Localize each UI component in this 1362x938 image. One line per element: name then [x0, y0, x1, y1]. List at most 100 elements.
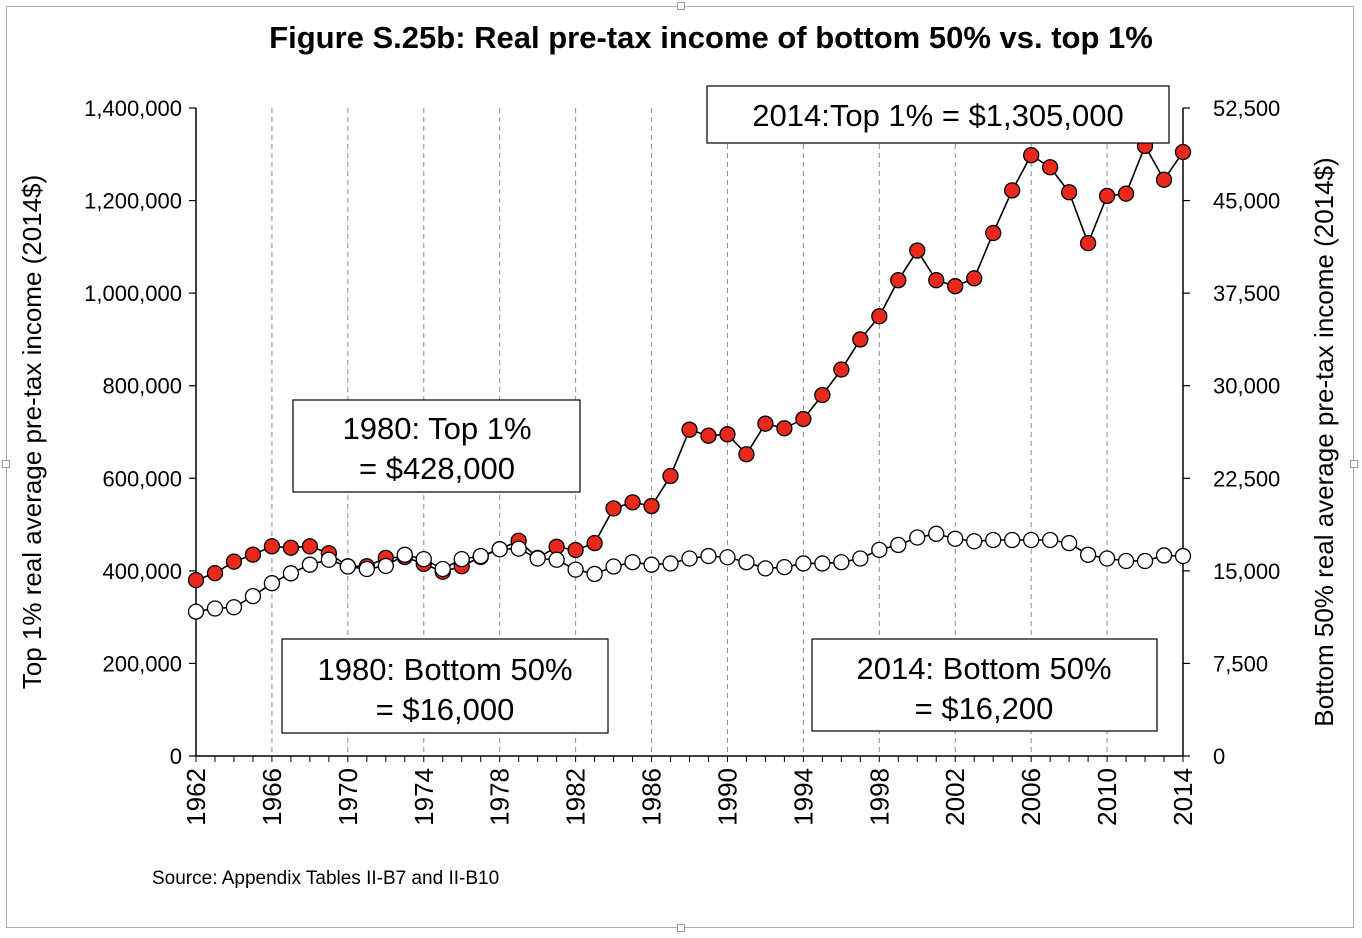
bottom50-point	[510, 540, 527, 557]
top1-point	[814, 386, 831, 404]
bottom50-point	[244, 588, 262, 605]
left-axis-label: Top 1% real average pre-tax income (2014…	[17, 175, 47, 690]
chart-title: Figure S.25b: Real pre-tax income of bot…	[269, 20, 1153, 55]
top1-point	[1023, 147, 1040, 164]
bottom50-point	[795, 555, 812, 572]
bottom50-point	[415, 550, 432, 568]
left-tick-label: 1,200,000	[84, 189, 182, 214]
x-tick-label: 2014	[1168, 768, 1198, 826]
right-tick-label: 0	[1213, 744, 1225, 769]
x-tick-label: 1970	[333, 768, 363, 826]
x-tick-label: 1966	[257, 768, 287, 826]
bottom50-point	[605, 558, 622, 575]
right-tick-label: 37,500	[1213, 281, 1280, 306]
bottom50-point	[1098, 550, 1116, 567]
bottom50-point	[586, 565, 603, 583]
right-tick-label: 30,000	[1213, 374, 1280, 399]
left-tick-label: 1,000,000	[84, 281, 182, 306]
x-tick-label: 1994	[788, 768, 818, 826]
top1-point	[700, 427, 717, 444]
bottom50-point	[1155, 547, 1173, 564]
resize-handle-bottom[interactable]	[677, 924, 685, 932]
bottom50-point	[358, 560, 375, 578]
top1-point	[1117, 185, 1135, 202]
x-axis-ticks: 1962 1966 1970 1974 1978 1982 1986 1990 1994 1998…	[181, 756, 1198, 826]
top1-point	[1004, 182, 1021, 199]
bottom50-point	[1117, 552, 1135, 570]
bottom50-point	[320, 551, 338, 568]
bottom50-point	[491, 541, 508, 558]
bottom50-point	[871, 541, 888, 559]
top1-point	[662, 467, 679, 485]
annotation-top-1980-line2: = $428,000	[359, 451, 515, 486]
annotation-bottom-1980-line1: 1980: Bottom 50%	[317, 652, 572, 687]
annotation-top-2014-text: 2014:Top 1% = $1,305,000	[752, 98, 1123, 133]
bottom50-point	[339, 558, 356, 575]
bottom50-point	[928, 525, 945, 542]
top1-point	[947, 278, 964, 295]
bottom50-point	[776, 559, 793, 576]
left-tick-label: 0	[170, 744, 182, 769]
bottom50-point	[814, 555, 831, 572]
top1-point	[738, 446, 755, 463]
resize-handle-top[interactable]	[677, 2, 685, 10]
bottom50-point	[757, 560, 774, 577]
right-axis-label: Bottom 50% real average pre-tax income (…	[1309, 157, 1339, 726]
bottom50-point	[548, 551, 565, 568]
annotation-bottom-1980: 1980: Bottom 50% = $16,000	[281, 638, 609, 734]
data-series	[187, 137, 1192, 620]
bottom50-point	[434, 560, 451, 578]
bottom50-point	[1004, 531, 1021, 549]
left-tick-label: 200,000	[102, 651, 182, 676]
top1-point	[301, 538, 319, 555]
top1-point	[282, 539, 300, 556]
right-axis-ticks: 0 7,500 15,000 22,500 30,000 37,500 45,000 52,5…	[1183, 96, 1280, 769]
right-tick-label: 22,500	[1213, 466, 1280, 491]
annotation-bottom-2014-line2: = $16,200	[915, 691, 1054, 726]
bottom50-point	[909, 529, 926, 546]
bottom50-point	[282, 565, 300, 582]
resize-handle-right[interactable]	[1350, 460, 1358, 468]
right-tick-label: 7,500	[1213, 651, 1268, 676]
bottom50-point	[662, 555, 679, 572]
annotation-bottom-2014-line1: 2014: Bottom 50%	[856, 651, 1111, 686]
bottom50-point	[643, 556, 660, 573]
top1-point	[776, 420, 793, 437]
annotation-top-2014: 2014:Top 1% = $1,305,000	[706, 85, 1170, 144]
x-tick-label: 1978	[485, 768, 515, 826]
bottom50-point	[1023, 531, 1040, 549]
top1-point	[187, 571, 205, 589]
bottom50-point	[225, 599, 243, 616]
top1-point	[681, 421, 698, 438]
left-tick-label: 1,400,000	[84, 96, 182, 121]
right-tick-label: 52,500	[1213, 96, 1280, 121]
top1-point	[985, 224, 1002, 242]
bottom50-point	[377, 557, 394, 575]
top1-point	[1079, 235, 1097, 252]
bottom50-point	[472, 547, 489, 565]
x-tick-label: 2002	[940, 768, 970, 826]
bottom50-point	[947, 530, 964, 547]
top1-point	[928, 272, 945, 289]
bottom50-point	[187, 603, 205, 620]
bottom50-point	[301, 556, 319, 573]
bottom50-point	[985, 531, 1002, 549]
top1-point	[605, 500, 622, 517]
x-tick-label: 1974	[409, 768, 439, 826]
top1-point	[890, 272, 907, 289]
top1-point	[719, 426, 736, 443]
bottom50-point	[529, 550, 546, 567]
resize-handle-left[interactable]	[2, 460, 10, 468]
bottom50-point	[1079, 546, 1097, 563]
x-tick-label: 2006	[1016, 768, 1046, 826]
top1-point	[909, 242, 926, 259]
bottom50-point	[1174, 547, 1192, 565]
top1-point	[225, 553, 243, 570]
top1-point	[206, 565, 224, 582]
top1-point	[795, 410, 812, 428]
x-tick-label: 1998	[864, 768, 894, 826]
top1-point	[757, 415, 774, 432]
top1-point	[624, 494, 641, 511]
bottom50-point	[738, 554, 755, 571]
